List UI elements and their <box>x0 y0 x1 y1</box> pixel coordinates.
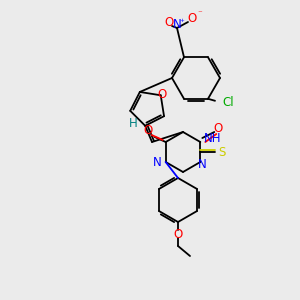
Text: N: N <box>153 155 162 169</box>
Text: NH: NH <box>204 131 221 145</box>
Text: O: O <box>143 124 152 136</box>
Text: Cl: Cl <box>222 96 234 109</box>
Text: N: N <box>198 158 207 170</box>
Text: O: O <box>173 227 183 241</box>
Text: O: O <box>164 16 174 28</box>
Text: S: S <box>219 146 226 158</box>
Text: O: O <box>157 88 167 101</box>
Text: ⁻: ⁻ <box>198 10 203 19</box>
Text: O: O <box>188 11 196 25</box>
Text: O: O <box>214 122 223 134</box>
Text: H: H <box>129 117 138 130</box>
Text: N: N <box>172 17 182 31</box>
Text: ⁺: ⁺ <box>180 17 184 26</box>
